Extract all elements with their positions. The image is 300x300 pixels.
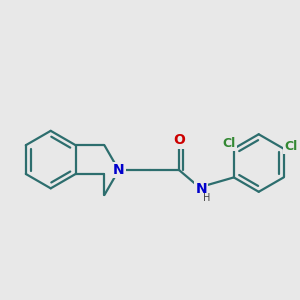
Text: H: H: [203, 193, 211, 202]
Text: Cl: Cl: [284, 140, 297, 153]
Text: O: O: [173, 134, 185, 147]
Text: Cl: Cl: [222, 137, 236, 150]
Text: N: N: [113, 163, 124, 177]
Text: N: N: [195, 182, 207, 196]
